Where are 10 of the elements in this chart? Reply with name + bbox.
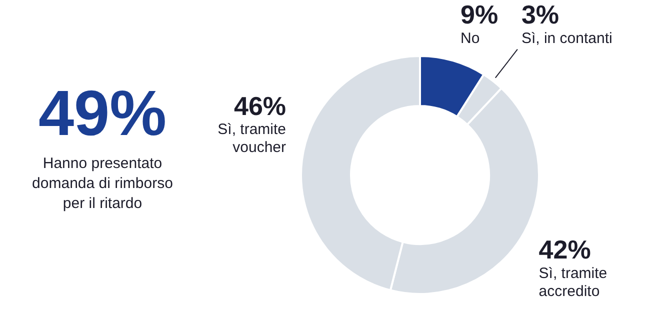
data-label: 46%	[234, 90, 286, 121]
text: 49%	[37, 77, 168, 149]
data-label: 42%	[538, 234, 591, 264]
data-label: 9%	[460, 0, 498, 30]
data-label: 3%	[521, 0, 560, 30]
text: Hanno presentato domanda di rimborso per il ritardo	[31, 154, 174, 214]
slice-label: Sì, tramite voucher	[218, 121, 286, 156]
slice-label: No	[460, 30, 480, 47]
slice-label: Sì, tramite accredito	[538, 264, 608, 300]
slice-label: Sì, in contanti	[521, 30, 612, 48]
